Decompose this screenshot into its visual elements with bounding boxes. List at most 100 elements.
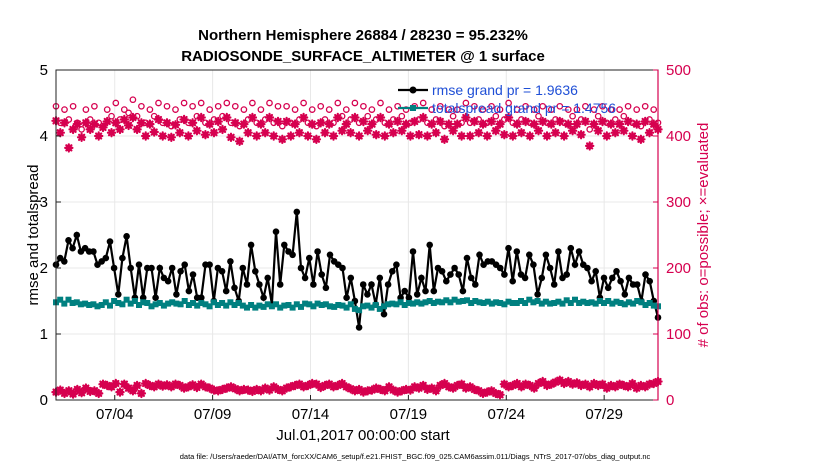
obs-evaluated-point [303,131,313,141]
obs-possible-point [69,102,77,110]
obs-possible-point [569,112,576,120]
obs-possible-point [616,106,623,113]
left-tick-label: 4 [40,128,48,145]
obs-possible-point [624,102,632,110]
obs-evaluated-point [200,130,211,140]
obs-possible-point [530,106,538,113]
obs-possible-point [449,112,457,120]
x-axis-ticks: 07/04 07/09 07/14 07/19 07/24 07/29 [96,395,623,423]
obs-possible-point [513,106,521,113]
obs-possible-point [249,99,256,107]
obs-possible-point [599,102,606,110]
obs-evaluated-point [380,131,390,141]
obs-evaluated-point [341,119,351,129]
obs-evaluated-point [478,119,488,129]
obs-evaluated-point [239,119,249,129]
right-tick-label: 300 [666,194,691,211]
obs-possible-point [317,102,325,110]
obs-evaluated-point [320,128,330,138]
obs-evaluated-point [644,128,655,138]
left-tick-label: 2 [40,260,48,277]
obs-evaluated-point [64,143,74,153]
obs-evaluated-point [281,116,292,127]
obs-evaluated-point [205,119,215,129]
obs-evaluated-point [380,386,390,396]
obs-possible-point [564,106,572,113]
obs-evaluated-point [589,119,599,129]
obs-evaluated-point [435,116,445,127]
obs-evaluated-point [290,119,300,129]
obs-evaluated-point [491,126,501,136]
obs-possible-point [120,106,128,113]
obs-evaluated-point [448,126,458,136]
obs-possible-point [488,102,495,110]
obs-possible-point [586,126,594,133]
obs-possible-point [125,109,132,117]
obs-possible-point [385,106,393,113]
obs-evaluated-point [431,128,441,138]
right-tick-label: 500 [666,62,691,79]
obs-evaluated-point [252,131,262,141]
obs-possible-point [436,102,444,110]
obs-possible-point [61,106,68,113]
obs-evaluated-point [640,116,650,127]
obs-possible-point [240,106,248,113]
obs-evaluated-point [593,126,603,136]
obs-possible-point [146,106,154,113]
obs-possible-point [103,106,111,113]
obs-evaluated-point [209,128,219,138]
x-tick-label: 07/19 [390,406,428,423]
obs-evaluated-point [294,128,305,138]
obs-evaluated-point [367,119,377,129]
obs-evaluated-point [85,124,95,135]
obs-evaluated-point [141,131,151,141]
obs-evaluated-point [354,131,364,141]
obs-evaluated-point [405,131,416,141]
obs-possible-point [368,106,376,113]
obs-evaluated-point [632,119,642,129]
obs-possible-point [590,106,598,113]
obs-possible-point [155,99,162,107]
obs-evaluated-point [392,116,403,127]
obs-possible-point [471,102,478,110]
obs-evaluated-point [98,122,108,133]
obs-evaluated-point [572,119,582,129]
obs-evaluated-point [136,388,147,399]
obs-evaluated-point [123,120,134,131]
obs-evaluated-point [529,119,539,129]
obs-possible-point [223,99,231,107]
series-obs-bottom-evaluated [51,375,663,400]
obs-possible-point [364,112,372,120]
obs-evaluated-point [529,383,539,393]
obs-possible-point [492,112,500,120]
obs-possible-point [278,122,286,130]
obs-evaluated-point [307,119,317,129]
obs-evaluated-point [576,130,586,140]
obs-evaluated-point [76,388,87,398]
obs-evaluated-point [115,387,125,397]
obs-possible-point [547,106,555,113]
obs-evaluated-point [414,130,424,140]
obs-evaluated-point [623,116,633,127]
obs-evaluated-point [76,132,87,142]
obs-evaluated-point [264,112,275,123]
obs-evaluated-point [128,386,138,396]
obs-evaluated-point [311,134,322,144]
obs-evaluated-point [627,131,638,141]
obs-evaluated-point [175,128,185,138]
obs-possible-point [607,106,615,113]
obs-evaluated-point [350,112,360,123]
obs-evaluated-point [153,114,164,125]
right-axis-ticks: 0 100 200 300 400 500 [653,62,691,409]
obs-evaluated-point [649,119,659,129]
obs-possible-point [394,102,401,110]
obs-evaluated-point [111,118,121,128]
obs-possible-point [189,102,196,110]
right-tick-label: 400 [666,128,691,145]
obs-evaluated-point [273,116,283,127]
obs-evaluated-point [559,131,569,141]
obs-evaluated-point [439,134,450,144]
obs-evaluated-point [520,116,531,127]
obs-evaluated-point [111,378,121,389]
